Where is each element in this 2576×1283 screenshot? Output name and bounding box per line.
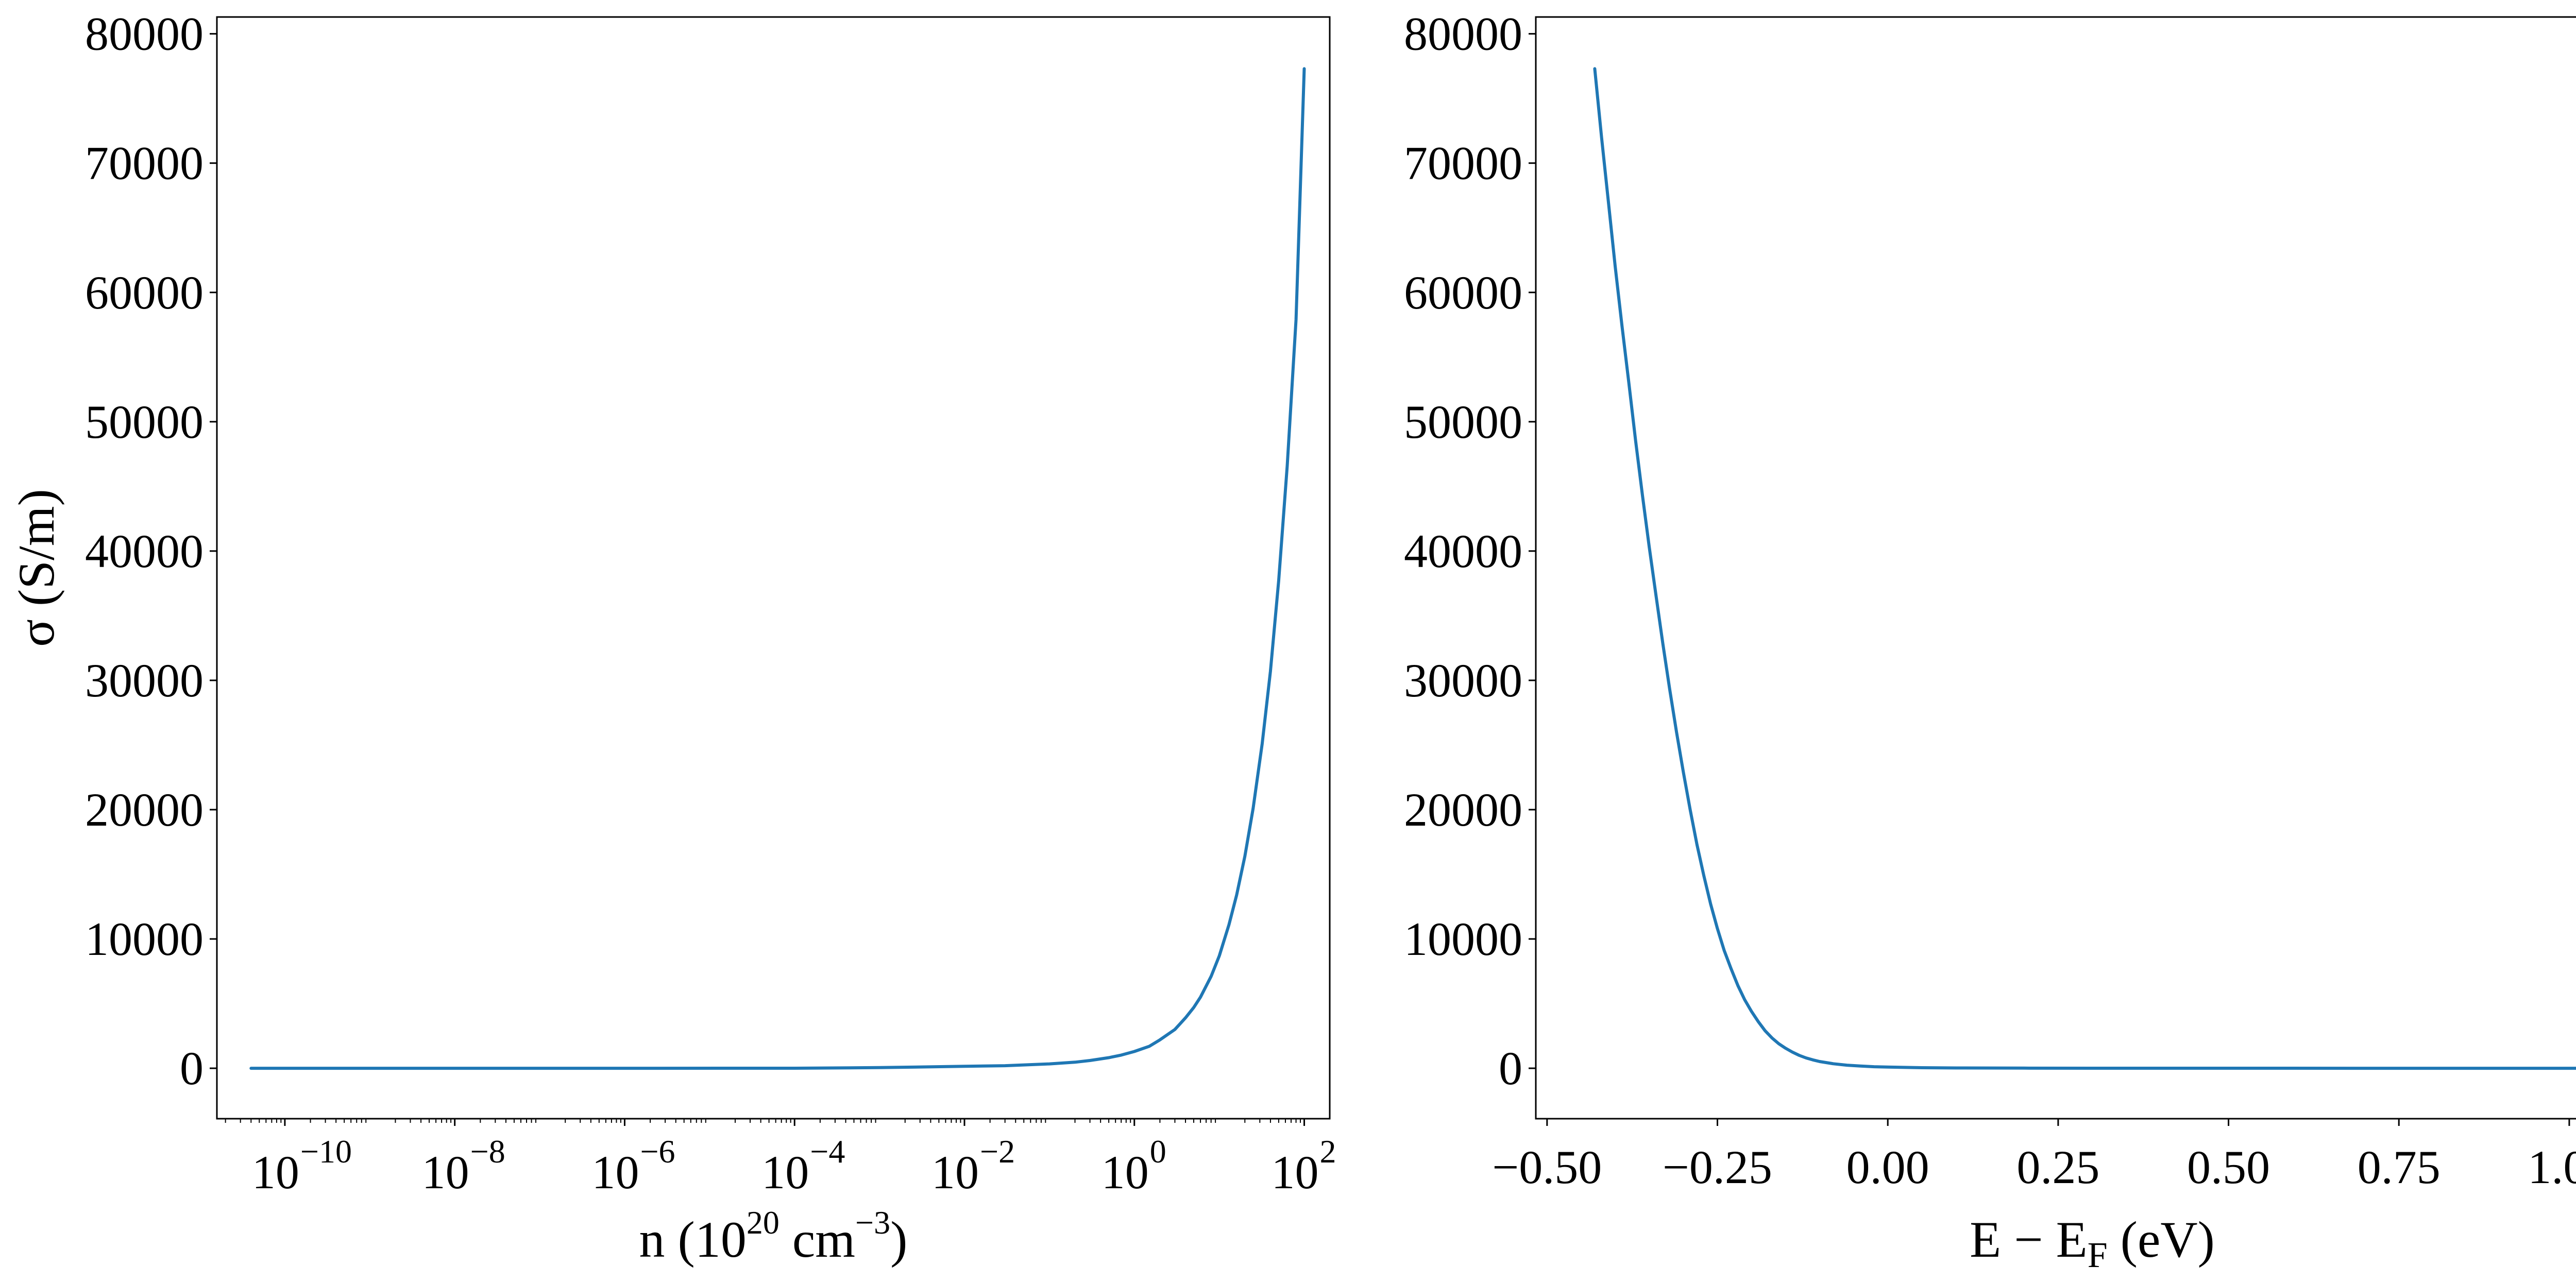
x-tick-label: 10 (591, 1146, 639, 1199)
x-tick-label: 10 (422, 1146, 469, 1199)
axes-frame (1535, 16, 2576, 1120)
x-tick-label: 0.00 (1846, 1141, 1929, 1193)
y-tick-label: 50000 (1404, 396, 1522, 448)
y-tick-label: 30000 (85, 654, 204, 707)
x-tick-exponent: −2 (980, 1133, 1015, 1170)
x-tick-label: −0.25 (1663, 1141, 1772, 1193)
x-tick-label: −0.50 (1492, 1141, 1602, 1193)
x-tick-label: 10 (252, 1146, 299, 1199)
y-tick-label: 10000 (1404, 913, 1522, 965)
x-tick-exponent: 2 (1320, 1133, 1336, 1170)
conductivity-series-line (249, 67, 1306, 1070)
x-tick-exponent: −8 (470, 1133, 505, 1170)
y-tick-label: 10000 (85, 913, 204, 965)
x-tick-label: 10 (931, 1146, 979, 1199)
x-tick-label: 10 (1101, 1146, 1149, 1199)
y-tick-label: 20000 (1404, 783, 1522, 836)
y-tick-label: 30000 (1404, 654, 1522, 707)
x-tick-exponent: −4 (810, 1133, 845, 1170)
axes-frame (216, 16, 1331, 1120)
x-tick-label: 10 (1272, 1146, 1319, 1199)
x-tick-label: 0.50 (2187, 1141, 2270, 1193)
x-tick-exponent: −6 (640, 1133, 675, 1170)
y-tick-label: 0 (180, 1042, 204, 1094)
x-tick-label: 10 (761, 1146, 809, 1199)
y-tick-label: 40000 (85, 525, 204, 577)
y-tick-label: 80000 (85, 8, 204, 60)
x-tick-label: 0.25 (2016, 1141, 2099, 1193)
y-tick-label: 50000 (85, 396, 204, 448)
right-chart-energy-vs-conductivity: 0 10000 20000 30000 40000 50000 60000 70000 8000… (1404, 8, 2576, 1275)
x-tick-exponent: −10 (300, 1133, 352, 1170)
y-tick-label: 0 (1499, 1042, 1522, 1094)
y-tick-label: 40000 (1404, 525, 1522, 577)
y-tick-label: 80000 (1404, 8, 1522, 60)
y-tick-label: 20000 (85, 783, 204, 836)
x-axis-label: E − EF (eV) (1970, 1211, 2215, 1275)
y-axis-label: σ (S/m) (8, 489, 65, 647)
left-chart-n-vs-conductivity: 0 10000 20000 30000 40000 50000 60000 70000 8000… (8, 8, 1336, 1268)
x-tick-exponent: 0 (1150, 1133, 1166, 1170)
y-tick-label: 70000 (85, 137, 204, 190)
y-tick-label: 60000 (85, 266, 204, 319)
x-axis-label: n (1020 cm−3) (639, 1204, 908, 1268)
y-tick-label: 60000 (1404, 266, 1522, 319)
y-tick-label: 70000 (1404, 137, 1522, 190)
conductivity-series-line (1593, 67, 2576, 1070)
x-tick-label: 1.00 (2528, 1141, 2576, 1193)
x-tick-label: 0.75 (2358, 1141, 2441, 1193)
